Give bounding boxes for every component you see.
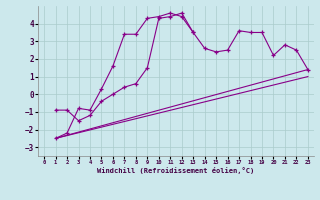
X-axis label: Windchill (Refroidissement éolien,°C): Windchill (Refroidissement éolien,°C)	[97, 167, 255, 174]
